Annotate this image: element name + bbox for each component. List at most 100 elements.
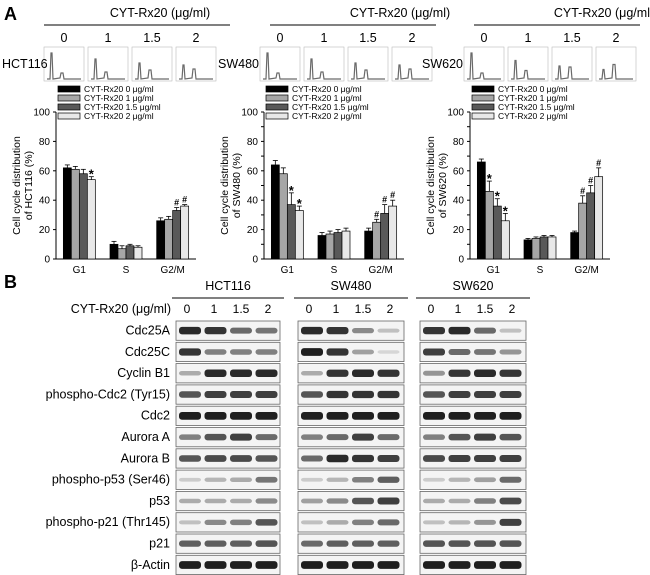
- blot-band: [204, 455, 227, 462]
- bar: [78, 173, 88, 260]
- blot-band: [255, 434, 278, 441]
- blot-band: [255, 476, 278, 483]
- blot-band: [423, 348, 445, 356]
- blot-band: [204, 477, 227, 482]
- blot-band: [474, 391, 496, 399]
- blot-band: [230, 561, 252, 569]
- blot-band: [326, 390, 349, 399]
- blot-band: [377, 519, 400, 526]
- blot-dose-label: 1.5: [477, 302, 494, 316]
- blot-band: [326, 561, 349, 569]
- bar: [578, 202, 588, 260]
- x-tick-label: G2/M: [160, 265, 184, 276]
- blot-band: [499, 349, 522, 355]
- y-tick-label: 0: [458, 255, 464, 266]
- bar: [476, 161, 486, 260]
- blot-cell-line-label: SW620: [453, 279, 494, 293]
- significance-hash: #: [182, 195, 187, 205]
- y-tick-label: 100: [241, 108, 258, 119]
- blot-band: [448, 540, 471, 547]
- blot-strip: [419, 512, 527, 533]
- bar: [62, 167, 72, 260]
- blot-band: [474, 349, 496, 355]
- y-tick-label: 80: [39, 137, 51, 148]
- histogram-trace: [555, 65, 589, 80]
- blot-band: [230, 540, 252, 547]
- significance-star: *: [297, 196, 303, 211]
- blot-band: [352, 369, 374, 377]
- blot-band: [179, 411, 201, 420]
- blot-band: [179, 477, 201, 482]
- y-tick-label: 20: [247, 225, 259, 236]
- blot-band: [352, 349, 374, 355]
- blot-band: [179, 455, 201, 462]
- y-tick-label: 60: [247, 166, 259, 177]
- blot-band: [474, 498, 496, 504]
- blot-band: [499, 328, 522, 333]
- bar: [172, 210, 182, 260]
- histogram-trace: [351, 62, 385, 80]
- blot-band: [499, 497, 522, 505]
- blot-band: [499, 561, 522, 569]
- blot-band: [326, 369, 349, 377]
- blot-dose-label: 0: [428, 302, 435, 316]
- protein-label: Cdc25C: [125, 345, 170, 359]
- blot-dose-label: 2: [387, 302, 394, 316]
- blot-band: [448, 498, 471, 504]
- y-axis-label-line2: of HCT116 (%): [23, 151, 35, 220]
- legend-label: CYT-Rx20 1.5 μg/ml: [498, 102, 575, 112]
- blot-dose-label: 1.5: [233, 302, 250, 316]
- bar: [372, 221, 382, 260]
- blot-band: [377, 454, 400, 462]
- blot-band: [474, 411, 496, 420]
- blot-band: [352, 519, 374, 526]
- blot-band: [377, 369, 400, 377]
- cell-line-label: HCT116: [2, 57, 48, 71]
- histogram-trace: [599, 63, 633, 80]
- y-tick-label: 100: [447, 108, 464, 119]
- legend-label: CYT-Rx20 1.5 μg/ml: [292, 102, 369, 112]
- blot-band: [301, 434, 323, 440]
- panel-b-treatment-label: CYT-Rx20 (μg/ml): [71, 302, 171, 316]
- bar: [341, 230, 351, 260]
- bar: [117, 248, 127, 260]
- legend-swatch: [265, 94, 289, 102]
- blot-strip: [419, 341, 527, 362]
- y-tick-label: 20: [39, 225, 51, 236]
- bar: [586, 192, 596, 260]
- blot-band: [423, 434, 445, 440]
- dose-label: 1: [321, 31, 328, 45]
- dose-label: 2: [193, 31, 200, 45]
- blot-strip: [419, 490, 527, 512]
- protein-label: phospho-p53 (Ser46): [52, 473, 170, 487]
- blot-band: [301, 561, 323, 569]
- bar: [364, 230, 374, 260]
- blot-strip: [175, 384, 281, 405]
- y-axis-label: Cell cycle distributionof SW480 (%): [219, 136, 243, 235]
- blot-dose-label: 1: [211, 302, 218, 316]
- blot-strip: [419, 320, 527, 341]
- blot-band: [448, 348, 471, 355]
- blot-band: [448, 411, 471, 420]
- blot-band: [377, 411, 400, 420]
- blot-band: [255, 349, 278, 355]
- bar: [109, 243, 119, 260]
- blot-band: [301, 477, 323, 482]
- significance-hash: #: [174, 198, 179, 208]
- blot-band: [377, 540, 400, 547]
- blot-dose-label: 2: [265, 302, 272, 316]
- blot-band: [179, 326, 201, 335]
- x-tick-label: G1: [281, 265, 295, 276]
- protein-label: Aurora A: [121, 430, 170, 444]
- blot-band: [352, 433, 374, 441]
- blot-strip: [175, 405, 281, 426]
- blot-band: [423, 455, 445, 462]
- blot-band: [230, 519, 252, 526]
- y-axis-label-line1: Cell cycle distribution: [219, 136, 231, 235]
- blot-band: [301, 411, 323, 420]
- histogram-trace: [179, 64, 213, 80]
- bar: [388, 205, 398, 260]
- blot-band: [377, 390, 400, 399]
- blot-band: [352, 390, 374, 399]
- bar: [70, 168, 80, 260]
